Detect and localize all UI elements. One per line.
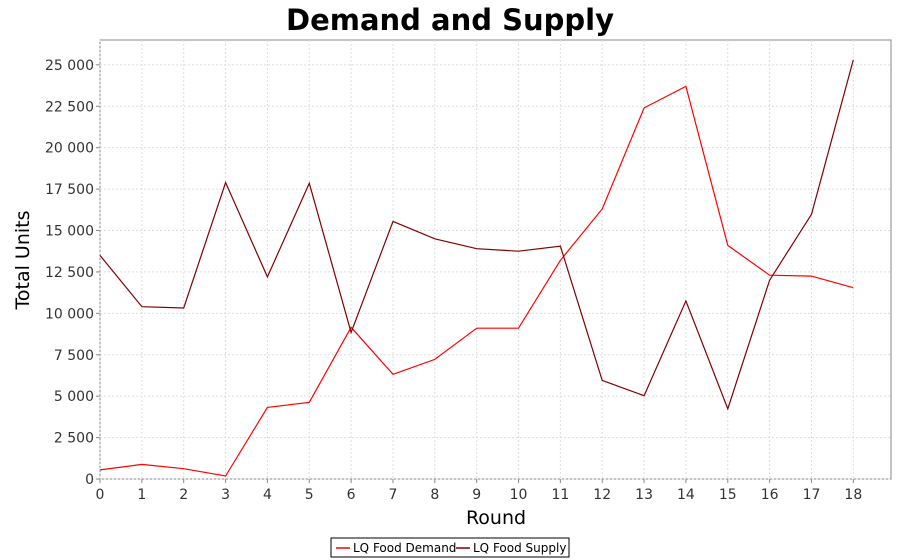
x-tick-label: 1 [137,487,146,503]
x-tick-label: 10 [510,487,528,503]
series-line-lq-food-supply [99,59,854,411]
x-tick-label: 0 [96,487,105,503]
y-axis: 0 2 500 5 000 7 500 10 000 12 500 15 000 17 500… [45,58,100,488]
y-tick-label: 2 500 [54,431,94,447]
x-axis-label: Round [466,507,526,529]
y-tick-label: 15 000 [45,224,94,240]
y-tick-label: 25 000 [45,58,94,74]
legend-entry: LQ Food Demand [353,541,456,555]
y-tick-label: 10 000 [45,306,94,322]
legend-entry: LQ Food Supply [473,541,566,555]
y-tick-label: 0 [85,472,94,488]
x-tick-label: 8 [430,487,439,503]
y-tick-label: 12 500 [45,265,94,281]
y-tick-label: 17 500 [45,182,94,198]
x-tick-label: 16 [761,487,779,503]
x-tick-label: 12 [593,487,611,503]
series-line-lq-food-demand [99,85,854,477]
plot-area [99,39,892,480]
x-tick-label: 11 [551,487,569,503]
y-tick-label: 20 000 [45,141,94,157]
x-tick-label: 9 [472,487,481,503]
x-axis: 0 1 2 3 4 5 6 7 8 9 10 11 12 13 14 15 16 17 18 [96,479,862,503]
x-tick-label: 15 [719,487,737,503]
x-tick-label: 4 [263,487,272,503]
x-tick-label: 7 [389,487,398,503]
x-tick-label: 13 [635,487,653,503]
series-lines [99,59,854,477]
x-tick-label: 17 [803,487,821,503]
legend-box [330,537,570,558]
x-tick-label: 2 [179,487,188,503]
x-tick-label: 5 [305,487,314,503]
x-tick-label: 18 [844,487,862,503]
x-tick-label: 14 [677,487,695,503]
y-tick-label: 7 500 [54,348,94,364]
y-tick-label: 22 500 [45,99,94,115]
y-tick-label: 5 000 [54,389,94,405]
x-tick-label: 6 [347,487,356,503]
chart-title: Demand and Supply [286,3,614,37]
x-tick-label: 3 [221,487,230,503]
grid-lines [99,40,891,480]
y-axis-label: Total Units [12,211,34,311]
legend: LQ Food Demand LQ Food Supply [330,537,570,558]
